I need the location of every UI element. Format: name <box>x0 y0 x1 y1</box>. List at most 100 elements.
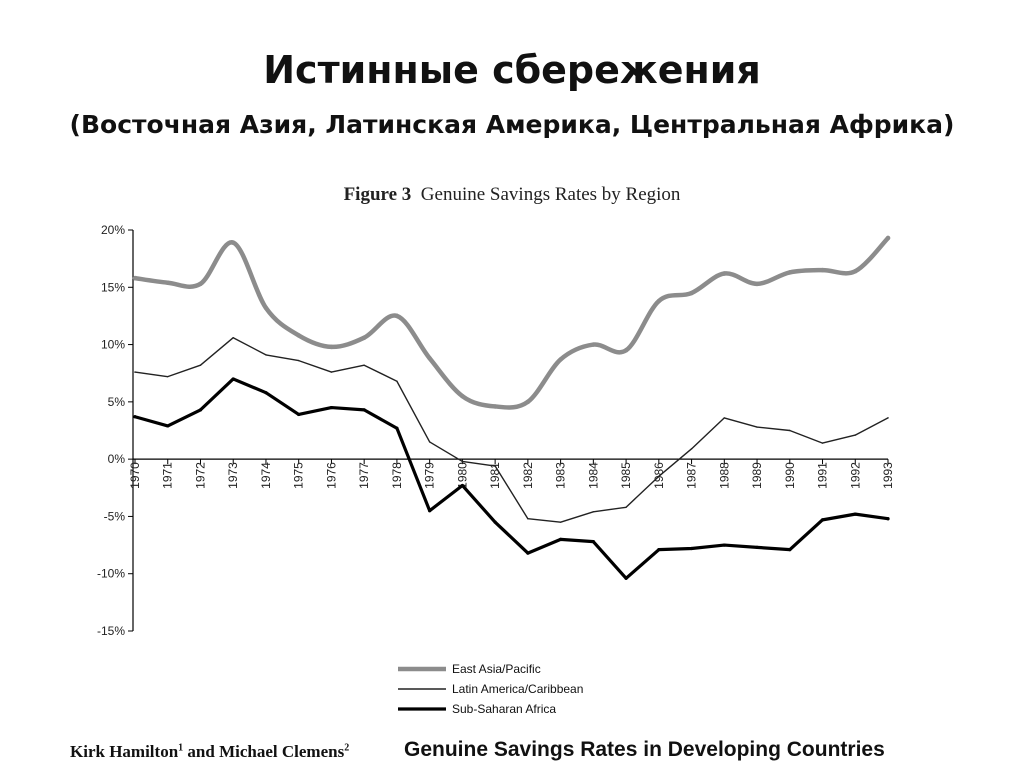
author-1-sup: 1 <box>178 742 184 754</box>
data-point-sub-saharan-africa <box>689 546 694 551</box>
x-tick-label: 1970 <box>128 462 142 489</box>
data-point-latin-america-caribbean <box>854 434 856 436</box>
x-tick-label: 1981 <box>488 462 502 489</box>
data-point-sub-saharan-africa <box>428 509 432 513</box>
data-point-sub-saharan-africa <box>297 412 301 417</box>
author-2: Michael Clemens <box>219 742 345 761</box>
data-point-latin-america-caribbean <box>330 371 333 373</box>
y-tick-label: 0% <box>108 452 126 466</box>
x-tick-label: 1992 <box>848 462 862 489</box>
data-point-latin-america-caribbean <box>625 506 627 508</box>
data-point-latin-america-caribbean <box>396 380 398 382</box>
data-point-east-asia-pacific <box>329 344 334 350</box>
data-point-latin-america-caribbean <box>363 364 365 366</box>
data-point-sub-saharan-africa <box>722 543 726 547</box>
data-point-latin-america-caribbean <box>265 354 267 356</box>
data-point-latin-america-caribbean <box>134 371 136 373</box>
series-line-east-asia-pacific <box>132 235 891 410</box>
x-tick-label: 1974 <box>259 462 273 489</box>
data-point-east-asia-pacific <box>525 399 531 405</box>
data-point-sub-saharan-africa <box>329 405 334 410</box>
slide-title: Истинные сбережения <box>263 48 761 92</box>
x-tick-label: 1977 <box>357 462 371 489</box>
x-tick-label: 1990 <box>783 462 797 489</box>
data-point-east-asia-pacific <box>722 271 727 276</box>
data-point-sub-saharan-africa <box>133 415 137 419</box>
figure-label: Figure 3 <box>343 184 412 205</box>
data-point-sub-saharan-africa <box>853 512 857 516</box>
figure-caption-text: Genuine Savings Rates by Region <box>420 184 681 205</box>
legend-label-sub-saharan-africa: Sub-Saharan Africa <box>452 702 556 716</box>
data-point-sub-saharan-africa <box>264 391 268 395</box>
x-tick-label: 1991 <box>816 462 830 489</box>
y-tick-label: 5% <box>108 395 126 409</box>
x-tick-label: 1980 <box>455 462 469 489</box>
data-point-sub-saharan-africa <box>395 426 399 430</box>
x-tick-label: 1986 <box>652 462 666 489</box>
x-tick-label: 1984 <box>586 462 600 489</box>
data-point-latin-america-caribbean <box>527 518 529 520</box>
data-point-sub-saharan-africa <box>166 424 170 428</box>
data-point-latin-america-caribbean <box>592 511 595 513</box>
data-point-east-asia-pacific <box>885 235 891 241</box>
y-tick-label: -15% <box>97 624 125 638</box>
author-2-sup: 2 <box>344 742 350 754</box>
data-point-sub-saharan-africa <box>657 548 661 552</box>
data-point-east-asia-pacific <box>132 275 138 281</box>
data-point-east-asia-pacific <box>492 404 498 409</box>
data-point-east-asia-pacific <box>853 268 858 274</box>
data-point-east-asia-pacific <box>394 313 400 319</box>
data-point-sub-saharan-africa <box>624 576 628 580</box>
author-and: and <box>183 742 220 761</box>
data-point-east-asia-pacific <box>656 298 662 304</box>
x-tick-label: 1988 <box>717 462 731 489</box>
data-point-east-asia-pacific <box>198 281 203 287</box>
data-point-latin-america-caribbean <box>690 448 693 450</box>
series-line-latin-america-caribbean <box>134 336 889 523</box>
savings-rate-chart: 20% 15% 10% 5% 0% -5% -10% -15% 1970 1971 1972 1973… <box>97 223 895 716</box>
data-point-latin-america-caribbean <box>199 364 202 366</box>
data-point-latin-america-caribbean <box>821 442 824 444</box>
x-tick-label: 1993 <box>881 462 895 489</box>
data-point-latin-america-caribbean <box>297 359 300 362</box>
data-point-sub-saharan-africa <box>820 518 825 522</box>
x-tick-label: 1987 <box>685 462 699 489</box>
data-point-east-asia-pacific <box>689 290 694 296</box>
legend-label-east-asia-pacific: East Asia/Pacific <box>452 662 541 676</box>
x-tick-label: 1979 <box>423 462 437 489</box>
data-point-east-asia-pacific <box>460 393 465 399</box>
x-tick-label: 1982 <box>521 462 535 489</box>
x-tick-label: 1975 <box>292 462 306 489</box>
footer: Kirk Hamilton1 and Michael Clemens2 Genu… <box>0 738 1024 764</box>
x-tick-label: 1983 <box>554 462 568 489</box>
y-tick-label: 20% <box>101 223 125 237</box>
data-point-sub-saharan-africa <box>362 408 366 412</box>
data-point-east-asia-pacific <box>787 270 793 275</box>
series-line-sub-saharan-africa <box>133 377 890 580</box>
data-point-east-asia-pacific <box>165 280 170 285</box>
y-tick-label: 10% <box>101 338 125 352</box>
author-1: Kirk Hamilton <box>70 742 179 761</box>
data-point-sub-saharan-africa <box>198 408 203 412</box>
data-point-sub-saharan-africa <box>559 537 563 541</box>
data-point-latin-america-caribbean <box>723 417 726 419</box>
data-point-east-asia-pacific <box>591 342 596 347</box>
data-point-east-asia-pacific <box>361 335 367 340</box>
paper-title: Genuine Savings Rates in Developing Coun… <box>404 738 885 761</box>
slide-subtitle: (Восточная Азия, Латинская Америка, Цент… <box>69 110 955 139</box>
data-point-latin-america-caribbean <box>461 460 464 463</box>
data-point-sub-saharan-africa <box>755 545 759 549</box>
y-tick-label: 15% <box>101 280 125 294</box>
data-point-sub-saharan-africa <box>231 377 235 381</box>
figure-caption: Figure 3 Genuine Savings Rates by Region <box>0 184 1024 206</box>
data-point-sub-saharan-africa <box>493 520 497 524</box>
data-point-east-asia-pacific <box>263 305 269 311</box>
x-tick-label: 1985 <box>619 462 633 489</box>
x-tick-label: 1972 <box>193 462 207 489</box>
data-point-latin-america-caribbean <box>887 417 889 419</box>
data-point-latin-america-caribbean <box>756 426 758 428</box>
data-point-east-asia-pacific <box>427 356 432 361</box>
y-tick-label: -5% <box>104 509 126 523</box>
data-point-sub-saharan-africa <box>591 540 595 544</box>
data-point-latin-america-caribbean <box>232 336 234 339</box>
